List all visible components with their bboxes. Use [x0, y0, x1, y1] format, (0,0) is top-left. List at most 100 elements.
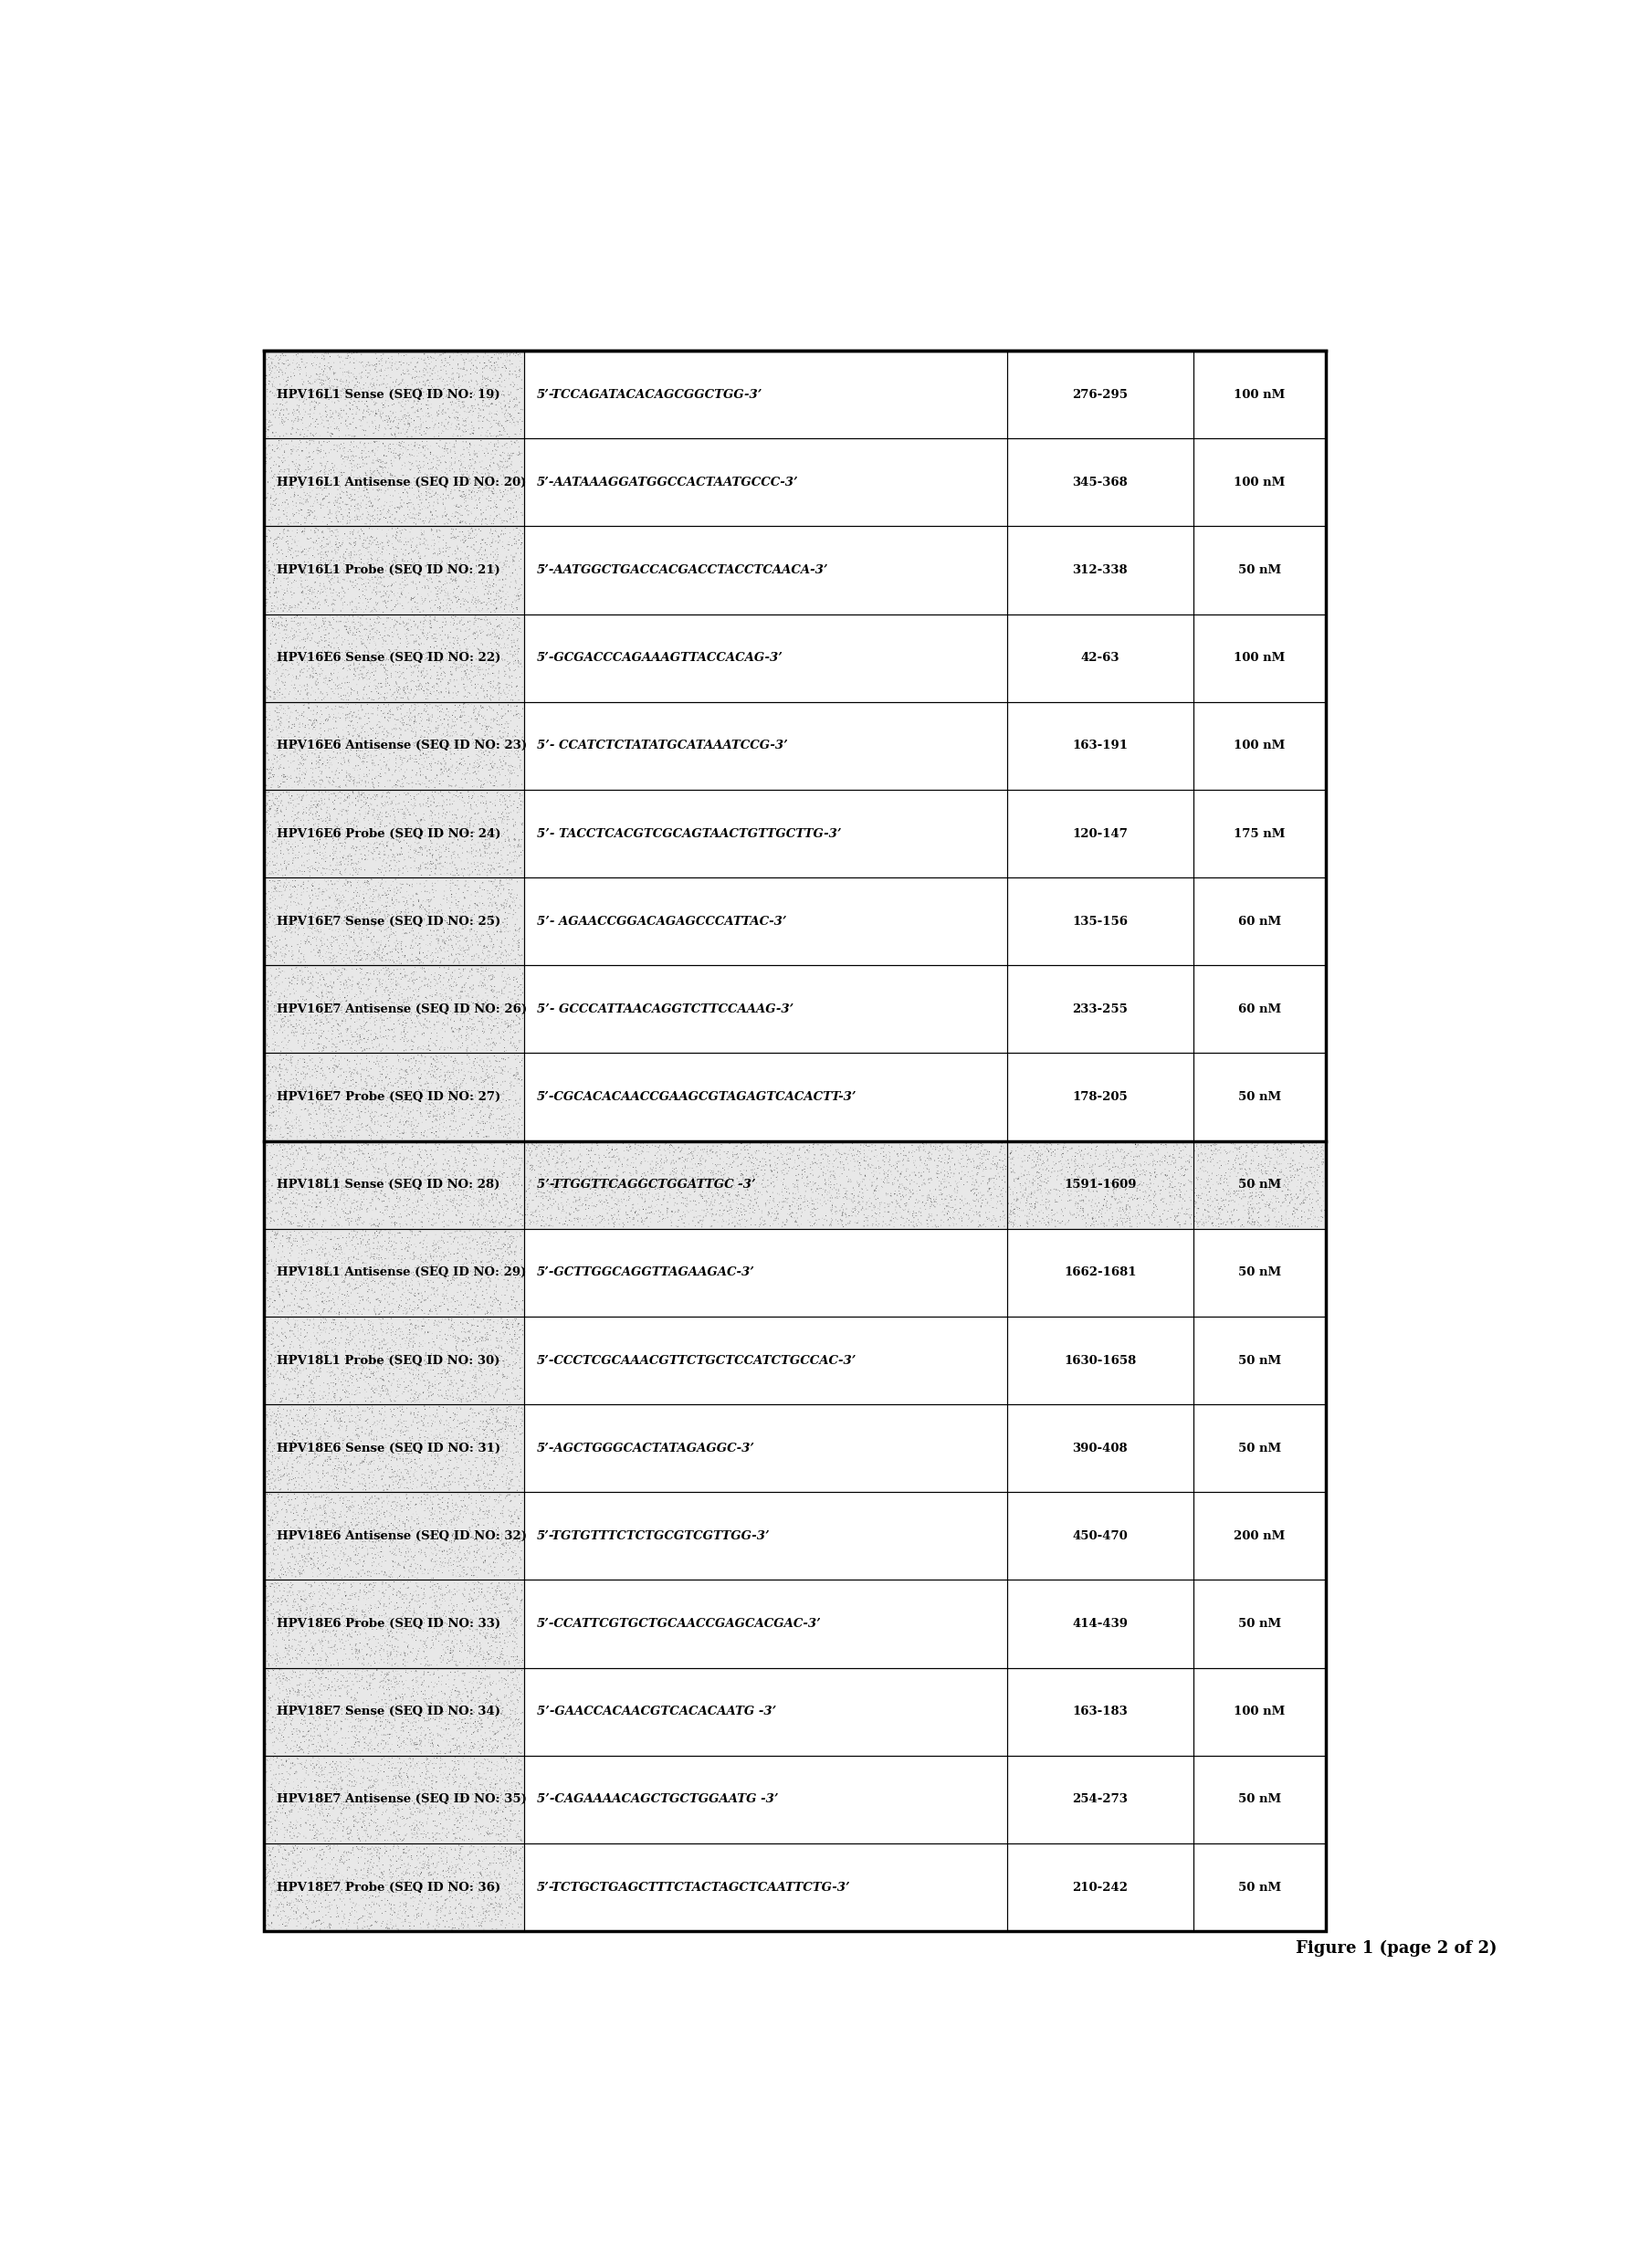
Point: [424, 978, 450, 1014]
Point: [465, 762, 492, 798]
Point: [259, 1347, 285, 1383]
Point: [384, 1377, 411, 1413]
Point: [508, 1061, 535, 1098]
Point: [276, 619, 302, 655]
Point: [350, 649, 376, 685]
Point: [328, 1247, 355, 1284]
Point: [285, 492, 312, 528]
Point: [393, 1052, 419, 1089]
Point: [474, 1322, 500, 1359]
Point: [394, 891, 421, 928]
Point: [457, 1145, 483, 1182]
Point: [287, 374, 314, 411]
Point: [464, 789, 490, 826]
Point: [277, 1706, 304, 1742]
Point: [427, 1717, 454, 1753]
Point: [404, 1379, 431, 1415]
Point: [320, 764, 346, 801]
Point: [414, 1073, 441, 1109]
Point: [846, 1168, 873, 1204]
Point: [417, 1892, 444, 1928]
Point: [285, 1878, 312, 1914]
Point: [280, 717, 307, 753]
Point: [393, 1052, 419, 1089]
Point: [477, 603, 503, 640]
Point: [843, 1125, 870, 1161]
Point: [328, 640, 355, 676]
Point: [259, 1715, 285, 1751]
Point: [498, 590, 525, 626]
Point: [452, 1903, 478, 1939]
Point: [401, 723, 427, 760]
Point: [434, 1263, 460, 1300]
Point: [391, 1633, 417, 1669]
Point: [427, 751, 454, 787]
Point: [322, 1021, 348, 1057]
Point: [464, 701, 490, 737]
Point: [257, 1111, 284, 1148]
Point: [342, 991, 368, 1027]
Point: [477, 785, 503, 821]
Point: [427, 1667, 454, 1703]
Point: [399, 1424, 426, 1461]
Point: [376, 1860, 403, 1896]
Point: [300, 456, 327, 492]
Point: [394, 1721, 421, 1758]
Point: [460, 435, 487, 472]
Point: [1148, 1125, 1175, 1161]
Point: [332, 1579, 358, 1615]
Point: [543, 1145, 569, 1182]
Point: [450, 1808, 477, 1844]
Point: [460, 1862, 487, 1898]
Point: [436, 1678, 462, 1715]
Point: [386, 1286, 412, 1322]
Point: [436, 1769, 462, 1805]
Point: [320, 1052, 346, 1089]
Point: [431, 1796, 457, 1833]
Point: [383, 987, 409, 1023]
Point: [252, 1068, 279, 1105]
Point: [431, 567, 457, 603]
Point: [366, 615, 393, 651]
Point: [269, 857, 295, 894]
Point: [483, 1867, 510, 1903]
Point: [419, 1456, 446, 1492]
Point: [690, 1179, 716, 1216]
Point: [447, 1018, 474, 1055]
Point: [388, 1855, 414, 1892]
Point: [465, 1712, 492, 1749]
Point: [1262, 1125, 1289, 1161]
Point: [497, 1878, 523, 1914]
Point: [373, 730, 399, 767]
Point: [497, 1744, 523, 1780]
Point: [1272, 1170, 1299, 1207]
Point: [457, 1848, 483, 1885]
Point: [564, 1204, 591, 1241]
Point: [404, 1506, 431, 1542]
Point: [267, 1547, 294, 1583]
Point: [318, 1075, 345, 1111]
Point: [368, 1098, 394, 1134]
Point: [432, 1250, 459, 1286]
Point: [449, 1513, 475, 1549]
Point: [365, 560, 391, 596]
Point: [279, 932, 305, 968]
Point: [493, 1177, 520, 1213]
Point: [462, 1243, 488, 1279]
Point: [446, 1132, 472, 1168]
Point: [370, 583, 396, 619]
Point: [338, 882, 365, 919]
Point: [365, 1481, 391, 1517]
Point: [840, 1193, 866, 1229]
Point: [327, 1200, 353, 1236]
Point: [495, 753, 521, 789]
Point: [358, 1692, 384, 1728]
Point: [401, 1163, 427, 1200]
Point: [492, 932, 518, 968]
Point: [373, 574, 399, 610]
Point: [257, 782, 284, 819]
Point: [289, 1613, 315, 1649]
Point: [464, 1268, 490, 1304]
Point: [272, 524, 299, 560]
Point: [497, 569, 523, 606]
